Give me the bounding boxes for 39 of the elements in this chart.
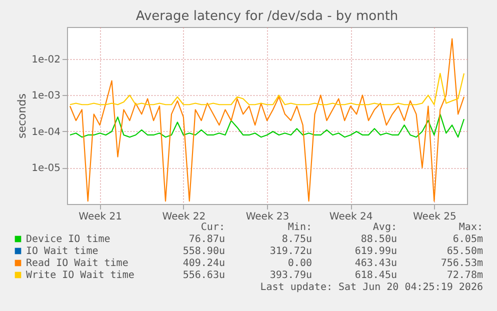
text: 76.87u: [188, 234, 225, 245]
text: 6.05m: [452, 234, 483, 245]
legend-label: IO Wait time: [26, 246, 98, 257]
x-tick-label: Week 23: [246, 212, 290, 222]
x-tick-label: Week 21: [78, 212, 122, 222]
text: 619.99u: [354, 246, 397, 257]
chart-title: Average latency for /dev/sda - by month: [136, 9, 398, 24]
text: 558.90u: [182, 246, 225, 257]
text: 463.43u: [354, 258, 397, 269]
text: Last update: Sat Jun 20 04:25:19 2026: [260, 282, 483, 293]
legend-label: Read IO Wait time: [26, 258, 128, 269]
text: 409.24u: [182, 258, 225, 269]
text: 618.45u: [354, 270, 397, 281]
text: 756.53m: [440, 258, 483, 269]
text: Avg:: [372, 222, 397, 233]
text: Max:: [458, 222, 483, 233]
y-tick-label: 1e-05: [32, 163, 60, 174]
text: 72.78m: [446, 270, 483, 281]
text: Cur:: [200, 222, 225, 233]
text: 88.50u: [360, 234, 397, 245]
text: 65.50m: [446, 246, 483, 257]
text: Min:: [288, 222, 312, 233]
legend-label: Device IO time: [26, 234, 110, 245]
text: 0.00: [288, 258, 312, 269]
text: 393.79u: [270, 270, 312, 281]
text: 319.72u: [270, 246, 312, 257]
y-tick-label: 1e-04: [32, 126, 60, 138]
y-axis-title: seconds: [16, 93, 29, 138]
text: 8.75u: [282, 234, 312, 245]
y-tick-label: 1e-02: [32, 54, 60, 66]
text: 556.63u: [182, 270, 225, 281]
x-tick-label: Week 22: [162, 212, 206, 222]
x-tick-label: Week 25: [413, 212, 456, 222]
line-series: [69, 114, 465, 138]
x-tick-label: Week 24: [329, 212, 373, 222]
line-series: [69, 72, 465, 106]
legend-label: Write IO Wait time: [26, 270, 134, 281]
line-series: [69, 38, 465, 202]
y-tick-label: 1e-03: [32, 90, 60, 102]
